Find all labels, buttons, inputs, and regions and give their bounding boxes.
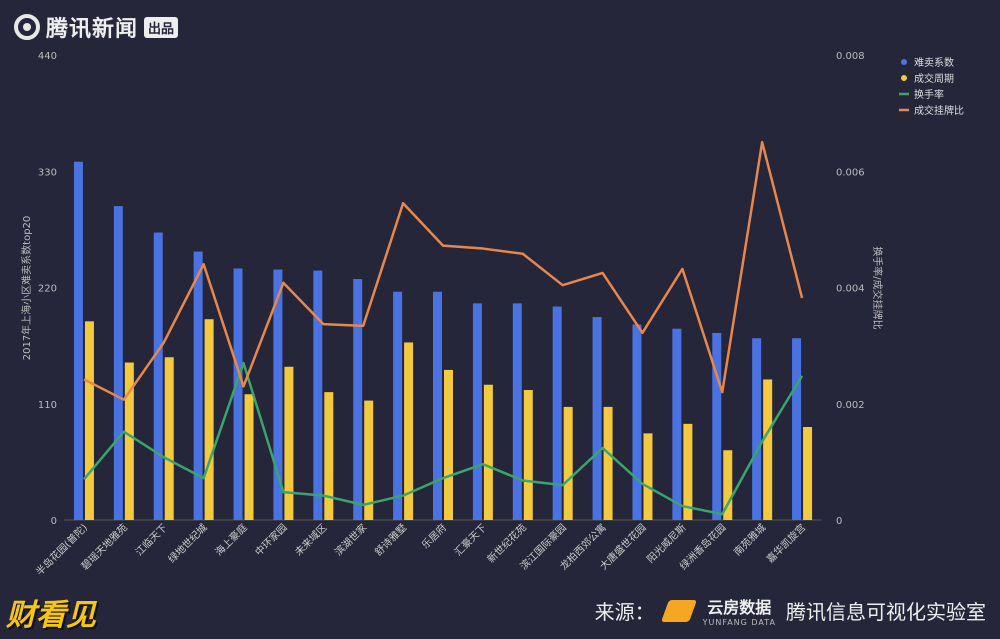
bar xyxy=(233,268,243,520)
category-label: 舒诗雅墅 xyxy=(372,521,409,558)
bar xyxy=(563,406,573,520)
bar xyxy=(632,324,642,520)
tencent-news-logo-icon xyxy=(14,14,40,40)
category-label: 半岛花园(普陀) xyxy=(33,521,90,578)
legend-label: 难卖系数 xyxy=(914,56,954,69)
yunfang-sub: YUNFANG DATA xyxy=(702,618,776,627)
category-label: 嘉华凯旋宫 xyxy=(764,521,809,566)
y2-tick-label: 0.008 xyxy=(836,51,865,62)
yunfang-logo-icon xyxy=(660,599,697,622)
category-label: 汇豪天下 xyxy=(452,521,489,558)
bar xyxy=(592,317,602,520)
lab-name: 腾讯信息可视化实验室 xyxy=(786,600,986,624)
source-credit: 来源： 云房数据 YUNFANG DATA 腾讯信息可视化实验室 xyxy=(595,594,986,627)
bar xyxy=(313,270,323,520)
legend-marker xyxy=(901,59,907,65)
bar xyxy=(193,251,203,520)
caikanjian-logo: 财看见 xyxy=(6,598,96,633)
category-label: 未来域区 xyxy=(292,521,329,558)
bar xyxy=(84,321,94,520)
category-label: 中环家园 xyxy=(252,521,289,558)
bar xyxy=(683,423,693,520)
bar xyxy=(512,303,522,520)
bar xyxy=(763,379,773,520)
bar xyxy=(204,319,214,520)
bar xyxy=(523,390,533,520)
y-tick-label: 330 xyxy=(38,167,57,178)
category-label: 新世纪花苑 xyxy=(484,521,529,566)
category-label: 滨湖世家 xyxy=(332,521,369,558)
brand-name: 腾讯新闻 xyxy=(46,17,139,42)
y-tick-label: 0 xyxy=(51,516,57,527)
bar xyxy=(393,291,403,520)
legend-label: 成交挂牌比 xyxy=(914,104,964,117)
series-line xyxy=(83,140,804,401)
legend-label: 换手率 xyxy=(914,88,944,101)
bar xyxy=(113,206,123,520)
y-axis-title: 2017年上海小区难卖系数top20 xyxy=(20,216,33,361)
bar xyxy=(792,338,802,520)
source-label: 来源： xyxy=(594,600,655,624)
category-label: 南苑雅城 xyxy=(731,521,768,558)
yunfang-name: 云房数据 xyxy=(707,598,772,617)
category-label: 绿地世纪城 xyxy=(165,521,210,566)
bar xyxy=(404,342,414,520)
bar xyxy=(603,406,613,520)
yunfang-brand: 云房数据 YUNFANG DATA xyxy=(703,594,776,627)
bar xyxy=(433,291,442,520)
y-tick-label: 110 xyxy=(38,400,57,411)
category-label: 江临天下 xyxy=(132,521,169,558)
bar xyxy=(164,357,174,520)
bar xyxy=(444,369,453,520)
y2-tick-label: 0.002 xyxy=(836,400,865,411)
bar xyxy=(273,269,283,520)
series-line xyxy=(82,361,804,516)
tencent-news-logo: 腾讯新闻 出品 xyxy=(14,10,179,44)
legend-marker xyxy=(901,75,907,81)
category-label: 海上豪庭 xyxy=(212,521,249,558)
y-tick-label: 220 xyxy=(38,284,57,295)
y2-tick-label: 0.004 xyxy=(836,284,865,295)
bar xyxy=(472,303,482,520)
bar xyxy=(353,279,363,520)
bar xyxy=(552,306,562,520)
bar xyxy=(73,161,83,520)
bar xyxy=(124,362,134,520)
bar xyxy=(723,450,733,520)
bar xyxy=(364,400,374,520)
legend-label: 成交周期 xyxy=(914,72,954,85)
bar xyxy=(324,392,334,520)
bar xyxy=(672,328,682,520)
y2-tick-label: 0 xyxy=(836,516,842,527)
y2-tick-label: 0.006 xyxy=(836,167,865,178)
y2-axis-title: 换手率/成交挂牌比 xyxy=(871,246,884,329)
bar xyxy=(803,427,813,520)
bar xyxy=(752,338,762,520)
y-tick-label: 440 xyxy=(38,51,57,62)
brand-tag: 出品 xyxy=(144,16,179,38)
bar xyxy=(153,232,163,520)
bar xyxy=(483,384,493,520)
bar xyxy=(712,332,722,520)
bar xyxy=(643,433,653,520)
bar xyxy=(284,366,294,520)
category-label: 阳光威尼斯 xyxy=(644,521,689,566)
category-label: 乐居府 xyxy=(419,521,449,551)
bar xyxy=(244,394,254,520)
